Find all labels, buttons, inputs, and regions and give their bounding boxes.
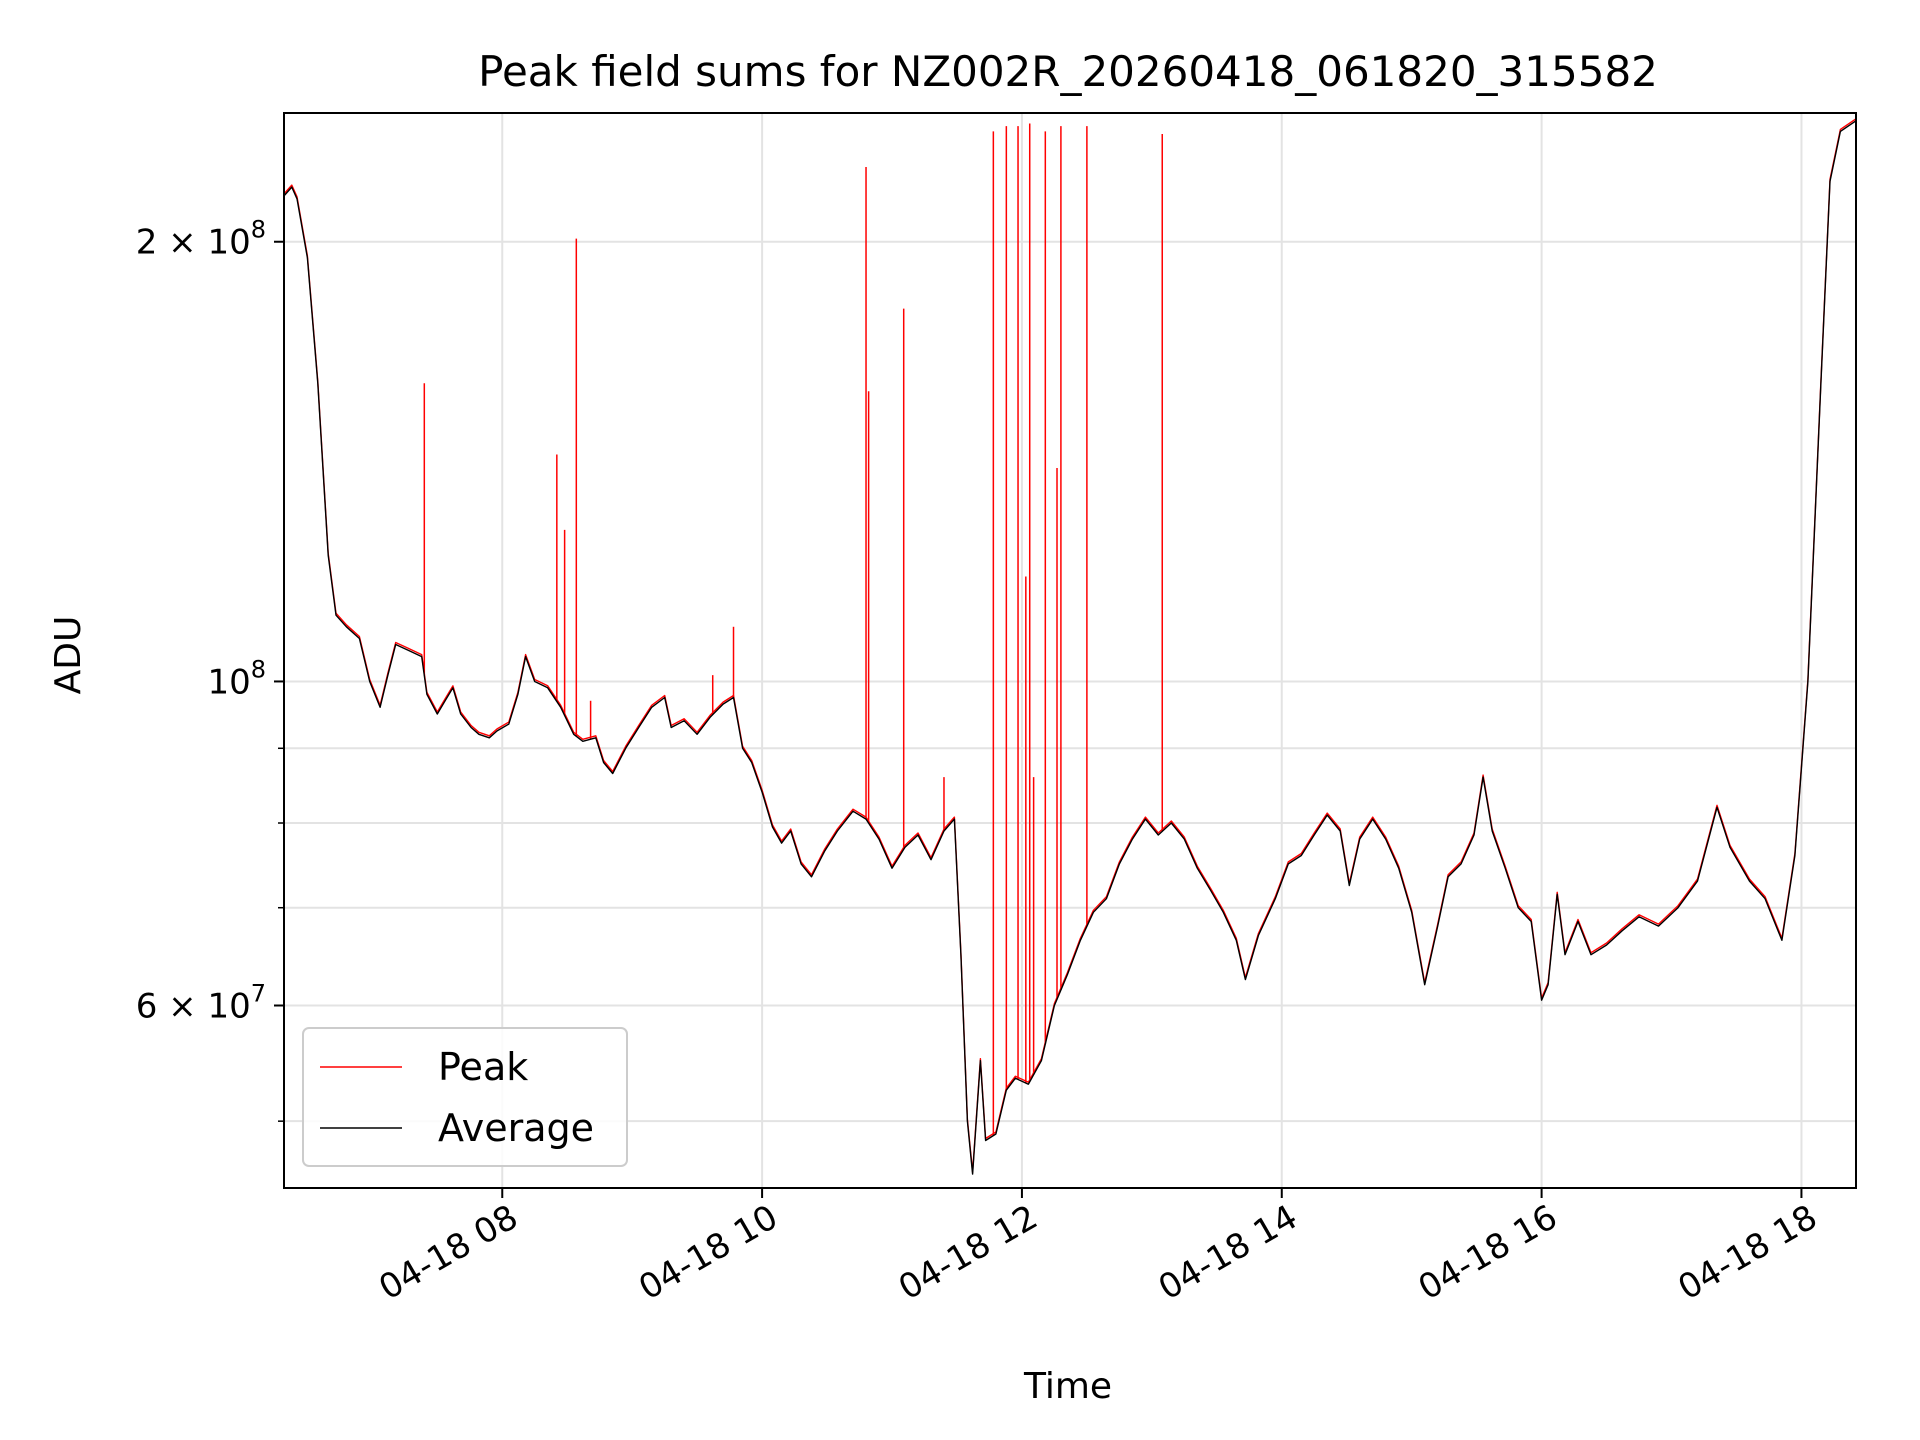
- y-axis-ticks: 6 × 107 108 2 × 108: [136, 216, 284, 1122]
- x-tick-label: 04-18 18: [1672, 1197, 1824, 1308]
- average-series-line: [283, 120, 1857, 1175]
- legend-average-label: Average: [438, 1106, 594, 1150]
- legend-peak-label: Peak: [438, 1045, 528, 1089]
- peak-series-line: [283, 118, 1857, 1173]
- legend-box: [302, 1027, 628, 1167]
- x-axis-label: Time: [1023, 1366, 1112, 1407]
- series-layer: [283, 118, 1857, 1175]
- legend: Peak Average: [302, 1027, 628, 1167]
- x-tick-label: 04-18 12: [892, 1197, 1044, 1308]
- peak-series-spikes: [423, 123, 1163, 1136]
- x-tick-label: 04-18 08: [372, 1197, 524, 1308]
- y-tick-label: 2 × 108: [136, 216, 266, 263]
- x-tick-label: 04-18 14: [1152, 1197, 1304, 1308]
- x-tick-label: 04-18 10: [632, 1197, 784, 1308]
- y-axis-label: ADU: [48, 616, 89, 695]
- grid-lines: [284, 113, 1856, 1188]
- x-tick-label: 04-18 16: [1412, 1197, 1564, 1308]
- plot-frame: [283, 112, 1857, 1189]
- x-axis-ticks: 04-18 08 04-18 10 04-18 12 04-18 14 04-18 16…: [372, 1188, 1824, 1308]
- chart-title: Peak field sums for NZ002R_20260418_0618…: [478, 47, 1658, 96]
- y-tick-label: 108: [207, 655, 266, 702]
- y-tick-label: 6 × 107: [136, 980, 266, 1027]
